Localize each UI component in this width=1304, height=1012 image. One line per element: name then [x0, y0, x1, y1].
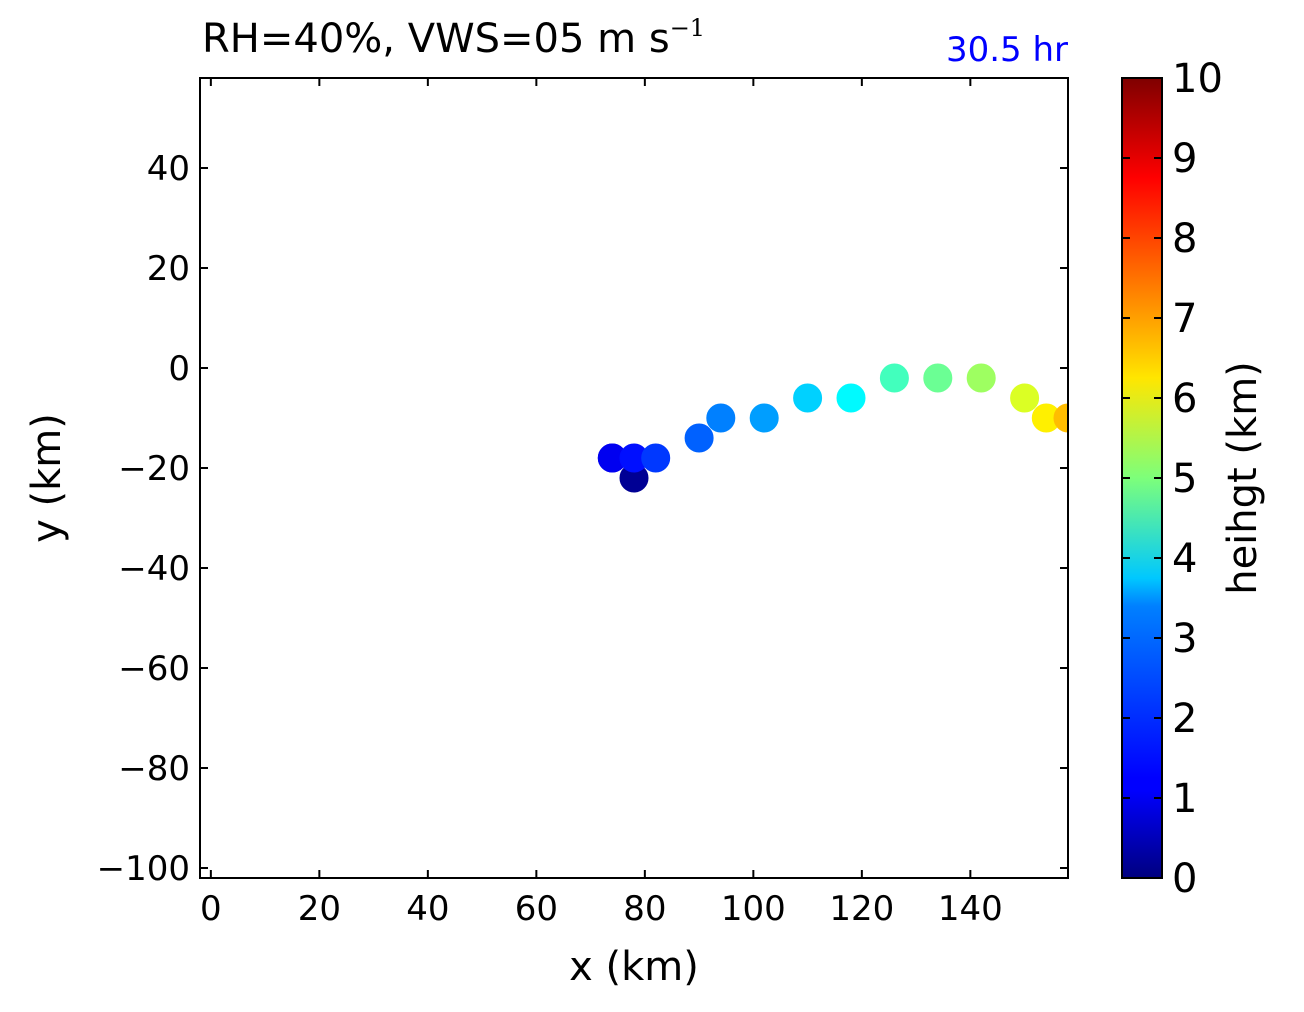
y-tick-label: 40 — [147, 149, 190, 189]
y-tick-label: −40 — [118, 549, 190, 589]
x-axis: 0 20 40 60 80 100 120 140 — [200, 78, 1003, 929]
colorbar-tick-label: 1 — [1172, 776, 1197, 822]
x-tick-label: 120 — [829, 889, 894, 929]
y-tick-label: −60 — [118, 649, 190, 689]
colorbar-tick-label: 0 — [1172, 856, 1197, 902]
x-tick-label: 40 — [406, 889, 449, 929]
colorbar-tick-label: 2 — [1172, 696, 1197, 742]
y-tick-label: −80 — [118, 749, 190, 789]
colorbar-tick-label: 5 — [1172, 456, 1197, 502]
x-tick-label: 20 — [298, 889, 341, 929]
y-axis-label: y (km) — [24, 413, 70, 543]
data-point — [923, 363, 953, 393]
data-point — [836, 383, 866, 413]
data-point — [706, 403, 736, 433]
x-tick-label: 0 — [200, 889, 222, 929]
colorbar-tick-label: 4 — [1172, 536, 1197, 582]
data-point — [1053, 403, 1068, 433]
y-tick-label: 20 — [147, 249, 190, 289]
data-point — [684, 423, 714, 453]
colorbar-tick-label: 7 — [1172, 296, 1197, 342]
y-tick-label: −20 — [118, 449, 190, 489]
data-point — [749, 403, 779, 433]
data-point — [966, 363, 996, 393]
colorbar-ticks: 0 1 2 3 4 5 6 7 8 9 10 — [1122, 56, 1223, 902]
colorbar-tick-label: 3 — [1172, 616, 1197, 662]
colorbar-tick-label: 8 — [1172, 216, 1197, 262]
x-axis-label: x (km) — [569, 944, 699, 990]
y-axis: −100 −80 −60 −40 −20 0 20 40 — [97, 149, 1068, 889]
y-tick-label: 0 — [168, 349, 190, 389]
x-tick-label: 80 — [623, 889, 666, 929]
chart-title-text: RH=40%, VWS=05 m s — [202, 16, 670, 62]
x-tick-label: 60 — [515, 889, 558, 929]
chart-title: RH=40%, VWS=05 m s−1 — [202, 14, 705, 62]
chart-title-superscript: −1 — [669, 14, 706, 42]
data-point — [641, 443, 671, 473]
time-annotation: 30.5 hr — [945, 30, 1068, 70]
colorbar-tick-label: 6 — [1172, 376, 1197, 422]
y-tick-label: −100 — [97, 849, 190, 889]
points-layer — [597, 363, 1068, 493]
x-tick-label: 140 — [938, 889, 1003, 929]
colorbar-tick-label: 9 — [1172, 136, 1197, 182]
colorbar: 0 1 2 3 4 5 6 7 8 9 10 heihgt (km) — [1121, 56, 1266, 902]
plot-frame — [199, 77, 1069, 879]
x-tick-label: 100 — [721, 889, 786, 929]
data-point — [1010, 383, 1040, 413]
data-point — [879, 363, 909, 393]
colorbar-tick-label: 10 — [1172, 56, 1223, 102]
data-point — [793, 383, 823, 413]
colorbar-label: heihgt (km) — [1220, 361, 1266, 595]
